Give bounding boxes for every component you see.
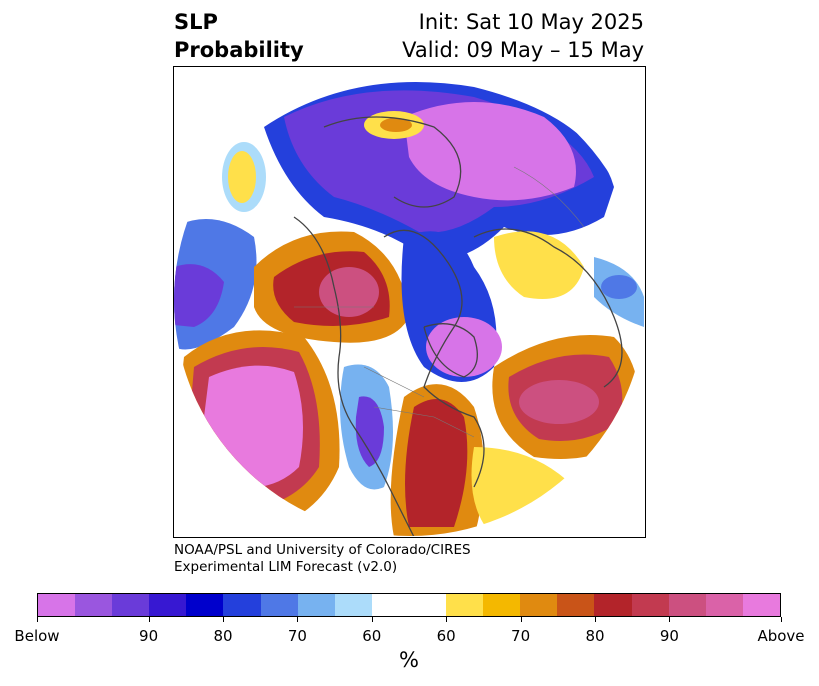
colorbar-tick-label: 90 [659,627,679,645]
colorbar [37,593,781,617]
colorbar-segment [38,594,76,616]
colorbar-segment [186,594,224,616]
colorbar-tick-label: 90 [139,627,159,645]
plot-title-right: Init: Sat 10 May 2025 Valid: 09 May – 15… [402,8,644,64]
colorbar-tick-mark [520,617,522,622]
colorbar-segment [520,594,558,616]
colorbar-tick-mark [371,617,373,622]
colorbar-tick-label: 70 [287,627,307,645]
colorbar-segment [297,594,335,616]
colorbar-segment [371,594,447,616]
colorbar-segment [483,594,521,616]
title-variable: SLP [174,10,218,34]
colorbar-segment [260,594,298,616]
colorbar-tick-label: 60 [362,627,382,645]
colorbar-tick-mark [223,617,224,622]
valid-range: Valid: 09 May – 15 May [402,38,644,62]
colorbar-segment [705,594,743,616]
colorbar-segment [112,594,150,616]
colorbar-segment [594,594,632,616]
plot-title-left: SLP Probability [174,8,304,64]
colorbar-tick-label: 80 [213,627,233,645]
colorbar-tick-mark [595,617,596,622]
colorbar-segment [668,594,706,616]
colorbar-segment [334,594,372,616]
colorbar-tick-label: 60 [436,627,456,645]
title-type: Probability [174,38,304,62]
colorbar-segment [742,594,780,616]
colorbar-segment [223,594,261,616]
init-date: Init: Sat 10 May 2025 [418,10,644,34]
colorbar-tick-label: Above [757,627,805,645]
colorbar-tick-label: 70 [511,627,531,645]
colorbar-tick-mark [446,617,448,622]
colorbar-segment [631,594,669,616]
colorbar-tick-label: Below [14,627,60,645]
map-panel [173,66,646,538]
colorbar-segment [149,594,187,616]
colorbar-tick-mark [148,617,150,622]
colorbar-tick-label: 80 [585,627,605,645]
credit-line-2: Experimental LIM Forecast (v2.0) [174,559,398,575]
credit-text: NOAA/PSL and University of Colorado/CIRE… [174,542,471,576]
colorbar-units: % [399,648,419,672]
colorbar-tick-mark [669,617,671,622]
colorbar-segment [557,594,595,616]
colorbar-tick-mark [37,617,38,622]
colorbar-tick-mark [781,617,782,622]
colorbar-segment [446,594,484,616]
credit-line-1: NOAA/PSL and University of Colorado/CIRE… [174,542,471,558]
colorbar-segment [75,594,113,616]
probability-map [174,67,645,536]
colorbar-tick-mark [297,617,299,622]
